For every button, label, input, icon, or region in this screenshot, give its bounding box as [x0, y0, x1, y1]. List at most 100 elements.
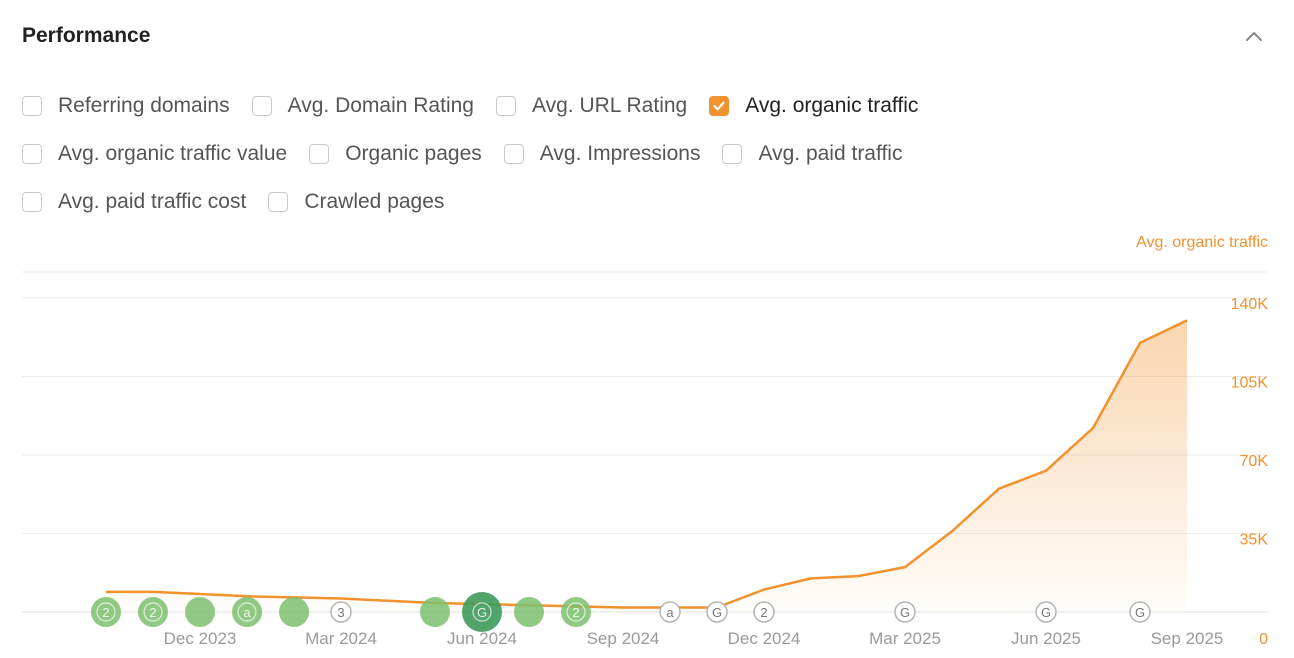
- checkbox[interactable]: [251, 96, 272, 116]
- filter-row: Avg. organic traffic value Organic pages A…: [22, 130, 1122, 178]
- filter-avg-organic-traffic-value[interactable]: Avg. organic traffic value: [22, 142, 287, 166]
- annotation-label: 2: [149, 605, 156, 620]
- annotation-label: G: [1135, 605, 1145, 620]
- annotation-circle: [462, 592, 502, 632]
- x-tick-label: Mar 2024: [305, 629, 377, 648]
- checkbox[interactable]: [268, 192, 289, 212]
- annotation-marker[interactable]: 2: [561, 597, 591, 627]
- filter-label: Avg. Domain Rating: [287, 94, 474, 117]
- annotation-ring: [237, 602, 257, 622]
- annotation-marker[interactable]: [185, 597, 215, 627]
- annotation-label: G: [1041, 605, 1051, 620]
- y-tick-label: 105K: [1231, 375, 1269, 392]
- annotation-circle: [232, 597, 262, 627]
- annotation-marker[interactable]: G: [1035, 601, 1057, 623]
- x-tick-label: Jun 2024: [447, 629, 517, 648]
- filter-label: Crawled pages: [304, 190, 445, 213]
- series-legend-label: Avg. organic traffic: [1136, 234, 1268, 251]
- x-tick-label: Dec 2023: [164, 629, 237, 648]
- metric-filters: Referring domains Avg. Domain Rating Avg. …: [22, 82, 1122, 226]
- checkbox[interactable]: [495, 96, 516, 116]
- checkmark-icon: [713, 101, 725, 111]
- annotation-label: 2: [760, 605, 767, 620]
- annotation-circle: [185, 597, 215, 627]
- checkbox[interactable]: [22, 144, 42, 164]
- annotation-label: 2: [572, 605, 579, 620]
- annotation-circle: [420, 597, 450, 627]
- annotation-circle: [1129, 601, 1151, 623]
- annotation-ring: [472, 602, 492, 622]
- x-tick-label: Dec 2024: [728, 629, 801, 648]
- annotation-marker[interactable]: G: [706, 601, 728, 623]
- checkbox[interactable]: [22, 96, 42, 116]
- checkbox[interactable]: [722, 144, 743, 164]
- annotation-marker[interactable]: 2: [138, 597, 168, 627]
- annotation-label: G: [712, 605, 722, 620]
- y-tick-label: 35K: [1240, 532, 1269, 549]
- annotation-label: G: [477, 605, 487, 620]
- filter-label: Organic pages: [345, 142, 482, 165]
- annotation-marker[interactable]: [279, 597, 309, 627]
- annotation-circle: [659, 601, 681, 623]
- filter-label: Avg. Impressions: [539, 142, 701, 165]
- annotation-marker[interactable]: [420, 597, 450, 627]
- filter-label: Avg. paid traffic cost: [58, 190, 247, 213]
- checkbox[interactable]: [503, 144, 524, 164]
- filter-avg-paid-traffic-cost[interactable]: Avg. paid traffic cost: [22, 190, 246, 214]
- annotation-marker[interactable]: G: [1129, 601, 1151, 623]
- x-tick-label: Sep 2025: [1151, 629, 1224, 648]
- x-tick-label: Jun 2025: [1011, 629, 1081, 648]
- chevron-up-icon: [1246, 32, 1262, 41]
- annotation-marker[interactable]: a: [659, 601, 681, 623]
- annotation-circle: [330, 601, 352, 623]
- panel-title: Performance: [22, 24, 151, 47]
- annotation-circle: [561, 597, 591, 627]
- annotation-circle: [894, 601, 916, 623]
- filter-avg-impressions[interactable]: Avg. Impressions: [503, 142, 701, 166]
- annotation-ring: [143, 602, 163, 622]
- checkbox[interactable]: [22, 192, 42, 212]
- x-tick-label: Sep 2024: [587, 629, 660, 648]
- filter-avg-organic-traffic[interactable]: Avg. organic traffic: [709, 94, 918, 118]
- x-tick-label: Mar 2025: [869, 629, 941, 648]
- annotation-label: G: [900, 605, 910, 620]
- filter-organic-pages[interactable]: Organic pages: [309, 142, 482, 166]
- filter-label: Avg. organic traffic: [745, 94, 919, 117]
- filter-label: Avg. organic traffic value: [58, 142, 288, 165]
- collapse-button[interactable]: [1240, 22, 1268, 50]
- annotation-circle: [1035, 601, 1057, 623]
- annotation-marker[interactable]: G: [894, 601, 916, 623]
- annotation-marker[interactable]: G: [462, 592, 502, 632]
- annotation-label: 2: [102, 605, 109, 620]
- annotation-marker[interactable]: 2: [91, 597, 121, 627]
- annotation-circle: [279, 597, 309, 627]
- annotation-marker[interactable]: [514, 597, 544, 627]
- annotation-label: a: [666, 605, 674, 620]
- annotation-marker[interactable]: 3: [330, 601, 352, 623]
- annotation-marker[interactable]: a: [232, 597, 262, 627]
- annotation-label: a: [243, 605, 251, 620]
- annotation-circle: [138, 597, 168, 627]
- filter-row: Avg. paid traffic cost Crawled pages: [22, 178, 1122, 226]
- series-line: [106, 319, 1188, 609]
- checkbox[interactable]: [309, 144, 330, 164]
- series-area: [106, 320, 1187, 612]
- filter-crawled-pages[interactable]: Crawled pages: [268, 190, 444, 214]
- filter-avg-domain-rating[interactable]: Avg. Domain Rating: [251, 94, 474, 118]
- filter-avg-url-rating[interactable]: Avg. URL Rating: [495, 94, 687, 118]
- annotation-marker[interactable]: 2: [753, 601, 775, 623]
- filter-referring-domains[interactable]: Referring domains: [22, 94, 230, 118]
- filter-avg-paid-traffic[interactable]: Avg. paid traffic: [722, 142, 902, 166]
- filter-label: Avg. paid traffic: [758, 142, 903, 165]
- annotation-circle: [91, 597, 121, 627]
- annotation-ring: [566, 602, 586, 622]
- filter-label: Referring domains: [58, 94, 230, 117]
- annotation-circle: [706, 601, 728, 623]
- y-tick-label: 70K: [1240, 453, 1269, 470]
- checkbox-checked[interactable]: [709, 96, 730, 116]
- filter-row: Referring domains Avg. Domain Rating Avg. …: [22, 82, 1122, 130]
- annotation-ring: [96, 602, 116, 622]
- annotation-circle: [753, 601, 775, 623]
- annotation-label: 3: [337, 605, 344, 620]
